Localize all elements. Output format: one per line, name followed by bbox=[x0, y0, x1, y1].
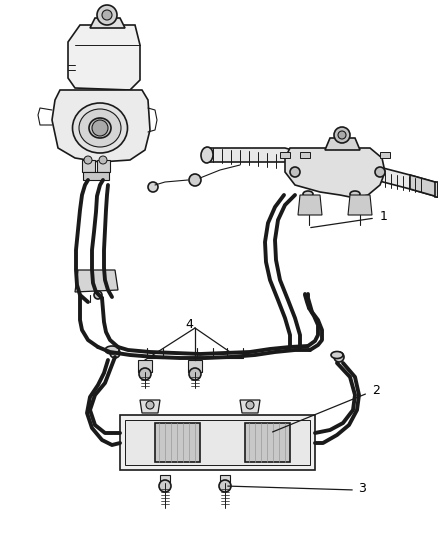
Polygon shape bbox=[298, 195, 322, 215]
Polygon shape bbox=[83, 172, 109, 180]
Polygon shape bbox=[380, 152, 390, 158]
Text: 2: 2 bbox=[372, 384, 380, 398]
Circle shape bbox=[338, 131, 346, 139]
Circle shape bbox=[92, 120, 108, 136]
Text: 3: 3 bbox=[358, 482, 366, 496]
Ellipse shape bbox=[201, 147, 213, 163]
Circle shape bbox=[219, 480, 231, 492]
Polygon shape bbox=[205, 148, 438, 197]
Polygon shape bbox=[138, 360, 152, 372]
Polygon shape bbox=[188, 360, 202, 372]
Ellipse shape bbox=[350, 191, 360, 197]
Circle shape bbox=[97, 5, 117, 25]
Circle shape bbox=[84, 156, 92, 164]
Ellipse shape bbox=[105, 346, 119, 354]
Polygon shape bbox=[68, 25, 140, 90]
Polygon shape bbox=[52, 90, 150, 162]
Circle shape bbox=[290, 167, 300, 177]
Circle shape bbox=[189, 174, 201, 186]
Circle shape bbox=[148, 182, 158, 192]
Ellipse shape bbox=[331, 351, 343, 359]
Ellipse shape bbox=[89, 118, 111, 138]
Polygon shape bbox=[285, 148, 385, 198]
Polygon shape bbox=[220, 475, 230, 483]
Polygon shape bbox=[325, 138, 360, 150]
Circle shape bbox=[99, 156, 107, 164]
Ellipse shape bbox=[73, 103, 127, 153]
Polygon shape bbox=[125, 420, 310, 465]
Polygon shape bbox=[75, 270, 118, 292]
Polygon shape bbox=[348, 195, 372, 215]
Ellipse shape bbox=[303, 191, 313, 197]
Circle shape bbox=[334, 352, 344, 362]
Polygon shape bbox=[240, 400, 260, 413]
Circle shape bbox=[375, 167, 385, 177]
Polygon shape bbox=[155, 423, 200, 462]
Polygon shape bbox=[435, 182, 438, 197]
Circle shape bbox=[139, 368, 151, 380]
Circle shape bbox=[334, 127, 350, 143]
Text: 1: 1 bbox=[380, 209, 388, 222]
Circle shape bbox=[146, 401, 154, 409]
Polygon shape bbox=[280, 152, 290, 158]
Polygon shape bbox=[82, 160, 95, 172]
Circle shape bbox=[189, 368, 201, 380]
Polygon shape bbox=[300, 152, 310, 158]
Ellipse shape bbox=[79, 109, 121, 147]
Text: 4: 4 bbox=[185, 319, 193, 332]
Circle shape bbox=[94, 291, 102, 299]
Polygon shape bbox=[140, 400, 160, 413]
Polygon shape bbox=[97, 160, 110, 172]
Circle shape bbox=[110, 348, 120, 358]
Circle shape bbox=[246, 401, 254, 409]
Circle shape bbox=[102, 10, 112, 20]
Circle shape bbox=[159, 480, 171, 492]
Polygon shape bbox=[410, 175, 438, 197]
Polygon shape bbox=[120, 415, 315, 470]
Polygon shape bbox=[90, 18, 125, 28]
Polygon shape bbox=[160, 475, 170, 483]
Polygon shape bbox=[245, 423, 290, 462]
